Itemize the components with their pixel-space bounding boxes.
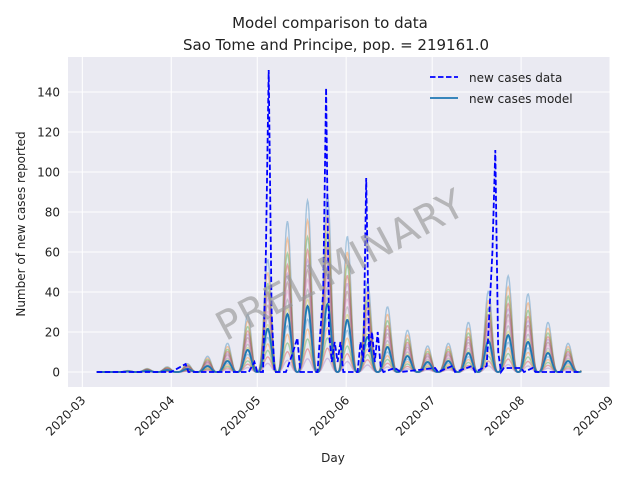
y-tick-label: 20 bbox=[45, 326, 60, 340]
new-cases-data-line bbox=[96, 69, 579, 375]
y-tick-label: 100 bbox=[37, 166, 60, 180]
x-tick-label: 2020-06 bbox=[307, 393, 352, 438]
x-tick-label: 2020-03 bbox=[43, 393, 88, 438]
x-tick-label: 2020-04 bbox=[132, 393, 177, 438]
grid-lines bbox=[68, 57, 611, 387]
chart-subtitle: Sao Tome and Principe, pop. = 219161.0 bbox=[183, 36, 489, 54]
x-tick-label: 2020-07 bbox=[393, 393, 438, 438]
plot-background bbox=[68, 57, 610, 387]
legend-label-data: new cases data bbox=[469, 71, 562, 85]
y-tick-label: 120 bbox=[37, 126, 60, 140]
x-tick-label: 2020-08 bbox=[482, 393, 527, 438]
legend: new cases data new cases model bbox=[430, 71, 573, 106]
x-tick-label: 2020-09 bbox=[571, 393, 616, 438]
x-axis-ticks: 2020-03 2020-04 2020-05 2020-06 2020-07 2020-… bbox=[43, 393, 616, 438]
y-tick-label: 140 bbox=[37, 86, 60, 100]
chart-title: Model comparison to data bbox=[232, 14, 428, 32]
y-tick-label: 60 bbox=[45, 246, 60, 260]
new-cases-model-line bbox=[96, 302, 582, 373]
y-tick-label: 80 bbox=[45, 206, 60, 220]
legend-label-model: new cases model bbox=[469, 92, 573, 106]
x-axis-label: Day bbox=[321, 451, 345, 465]
y-tick-label: 40 bbox=[45, 286, 60, 300]
y-axis-label: Number of new cases reported bbox=[14, 131, 28, 316]
y-axis-ticks: 0 20 40 60 80 100 120 140 bbox=[37, 86, 60, 380]
y-tick-label: 0 bbox=[52, 366, 60, 380]
x-tick-label: 2020-05 bbox=[218, 393, 263, 438]
